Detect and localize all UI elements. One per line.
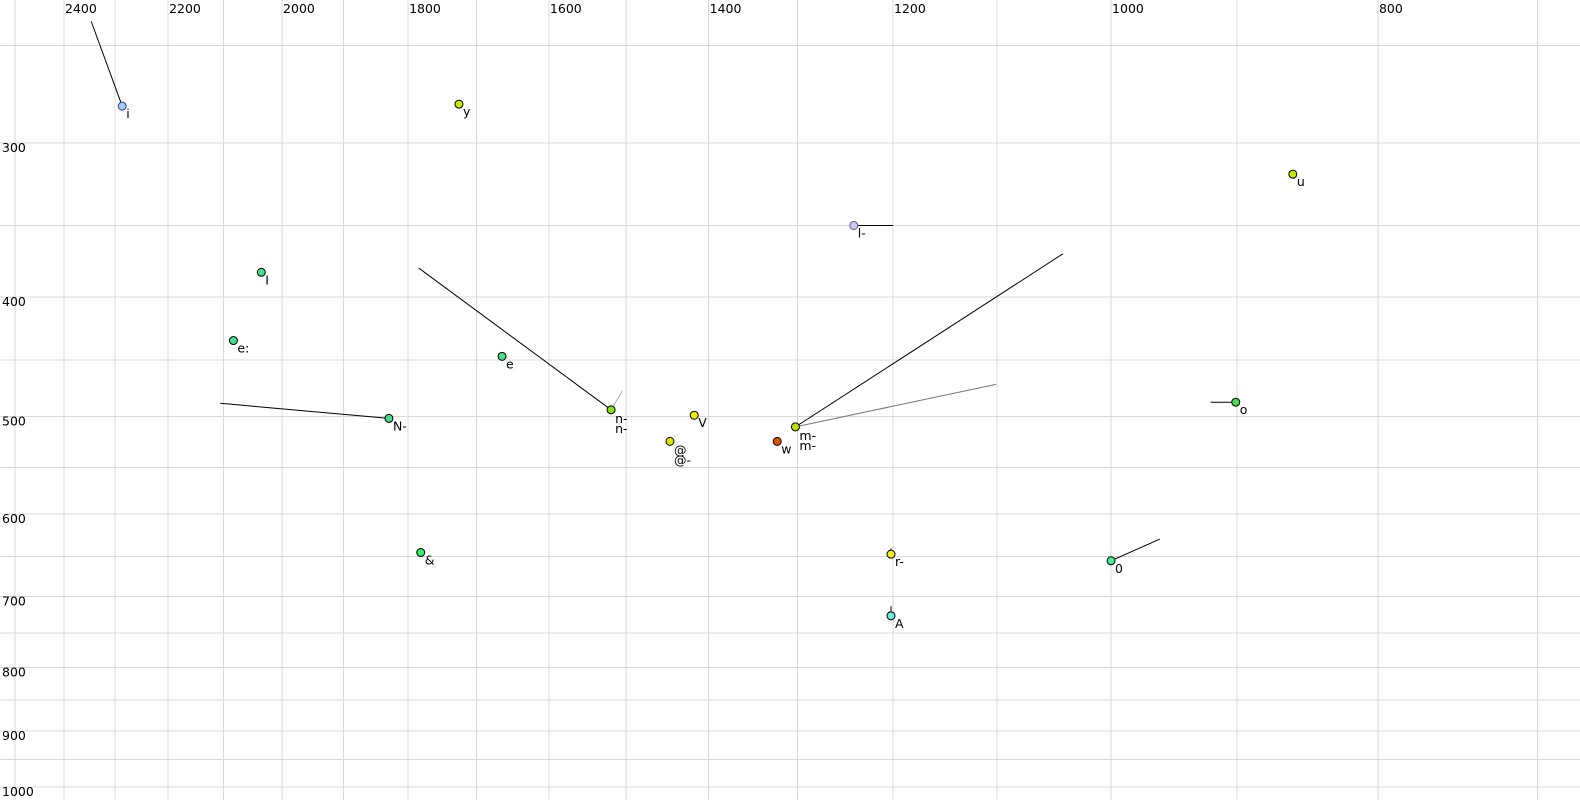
vowel-point-i[interactable] — [117, 101, 127, 111]
vowel-label-u-0: u — [1297, 174, 1305, 189]
trajectory-n-syll-0 — [418, 267, 612, 411]
vowel-point-n-syll[interactable] — [606, 405, 616, 415]
x-tick-label-1600: 1600 — [550, 1, 582, 16]
y-tick-label-300: 300 — [2, 140, 26, 155]
vowel-label-schwa-1: @- — [674, 452, 691, 467]
trajectory-0-0 — [1110, 538, 1161, 562]
vowel-label-I-0: I — [265, 272, 269, 287]
vowel-point-r-syll[interactable] — [886, 549, 896, 559]
vowel-point-e-long[interactable] — [228, 336, 238, 346]
x-tick-label-1200: 1200 — [894, 1, 926, 16]
x-tick-label-800: 800 — [1379, 1, 1403, 16]
vowel-point-N-syll[interactable] — [384, 413, 394, 423]
x-tick-label-1400: 1400 — [710, 1, 742, 16]
vowel-label-w-0: w — [781, 441, 791, 456]
vowel-label-e-0: e — [506, 356, 514, 371]
vowel-point-e[interactable] — [497, 351, 507, 361]
y-tick-label-700: 700 — [2, 593, 26, 608]
y-tick-label-800: 800 — [2, 665, 26, 680]
vowel-label-r-syll-0: r- — [895, 554, 904, 569]
trajectory-m-syll-1 — [795, 383, 997, 428]
vowel-label-m-syll-0: m- — [799, 428, 816, 443]
vowel-point-m-syll[interactable] — [790, 422, 800, 432]
vowel-point-0[interactable] — [1106, 556, 1116, 566]
vowel-label-i-0: i — [126, 106, 129, 121]
y-tick-label-400: 400 — [2, 294, 26, 309]
vowel-label-o-0: o — [1240, 402, 1248, 417]
vowel-point-o[interactable] — [1231, 397, 1241, 407]
vowel-label-n-syll-0: n- — [615, 411, 627, 426]
vowel-label-e-long-0: e: — [237, 341, 249, 356]
vowel-label-m-syll-1: m- — [799, 438, 816, 453]
vowel-label-N-syll-0: N- — [393, 418, 407, 433]
vowel-point-u[interactable] — [1288, 169, 1298, 179]
vowel-label-y-0: y — [463, 104, 471, 119]
vowel-label-ae-0: & — [425, 553, 435, 568]
vowel-label-A-0: A — [895, 616, 904, 631]
vowel-point-w[interactable] — [772, 436, 782, 446]
y-tick-label-600: 600 — [2, 511, 26, 526]
vowel-point-A[interactable] — [886, 611, 896, 621]
vowel-label-l-syll-0: l- — [858, 225, 866, 240]
trajectory-N-syll-0 — [220, 402, 389, 419]
trajectory-m-syll-0 — [795, 253, 1064, 428]
vowel-label-V-0: V — [698, 415, 707, 430]
vowel-point-y[interactable] — [454, 99, 464, 109]
vowel-point-schwa[interactable] — [665, 436, 675, 446]
x-tick-label-2200: 2200 — [169, 1, 201, 16]
y-tick-label-1000: 1000 — [2, 784, 34, 799]
vowel-label-n-syll-1: n- — [615, 421, 627, 436]
vowel-point-V[interactable] — [689, 410, 699, 420]
vowel-point-ae[interactable] — [416, 548, 426, 558]
x-tick-label-2400: 2400 — [65, 1, 97, 16]
x-tick-label-1800: 1800 — [409, 1, 441, 16]
vowel-label-schwa-0: @ — [674, 442, 687, 457]
x-tick-label-1000: 1000 — [1112, 1, 1144, 16]
x-tick-label-2000: 2000 — [283, 1, 315, 16]
vowel-label-0-0: 0 — [1115, 561, 1123, 576]
y-tick-label-500: 500 — [2, 413, 26, 428]
vowel-point-I[interactable] — [256, 267, 266, 277]
trajectory-i-0 — [90, 21, 123, 107]
y-tick-label-900: 900 — [2, 728, 26, 743]
vowel-point-l-syll[interactable] — [849, 220, 859, 230]
